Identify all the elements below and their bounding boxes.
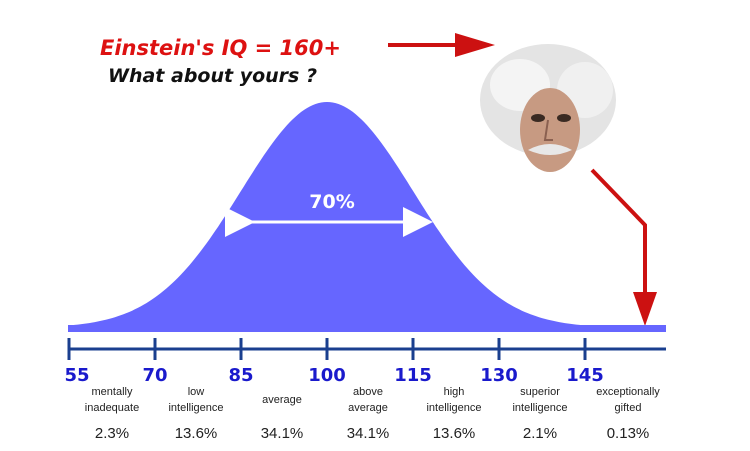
- category-label-1: high: [444, 386, 465, 398]
- x-tick-label: 115: [394, 365, 432, 386]
- x-tick-label: 70: [142, 365, 167, 386]
- category-percent: 34.1%: [347, 425, 390, 442]
- x-tick-label: 55: [64, 365, 89, 386]
- category-label-1: low: [188, 386, 205, 398]
- category-label-1: superior: [520, 386, 560, 398]
- x-tick-label: 130: [480, 365, 518, 386]
- title-arrow: [388, 33, 495, 57]
- subtitle: What about yours ?: [108, 65, 317, 87]
- category-percent: 2.3%: [95, 425, 129, 442]
- band-label: 70%: [309, 191, 354, 213]
- category-label-1: mentally: [92, 386, 133, 398]
- einstein-portrait-icon: [480, 44, 616, 172]
- category-label-2: gifted: [615, 402, 642, 414]
- marker-arrow: [590, 168, 657, 326]
- category-label-2: average: [348, 402, 388, 414]
- x-tick-label: 100: [308, 365, 346, 386]
- title: Einstein's IQ = 160+: [100, 36, 341, 60]
- category-percent: 13.6%: [175, 425, 218, 442]
- baseline-band: [68, 325, 666, 332]
- category-label-2: inadequate: [85, 402, 139, 414]
- x-tick-label: 145: [566, 365, 604, 386]
- category-percent: 2.1%: [523, 425, 557, 442]
- category-label-1: average: [262, 394, 302, 406]
- category-percent: 34.1%: [261, 425, 304, 442]
- category-label-2: intelligence: [168, 402, 223, 414]
- category-label-2: intelligence: [512, 402, 567, 414]
- category-label-1: above: [353, 386, 383, 398]
- category-percent: 0.13%: [607, 425, 650, 442]
- category-label-1: exceptionally: [596, 386, 660, 398]
- category-percent: 13.6%: [433, 425, 476, 442]
- x-tick-label: 85: [228, 365, 253, 386]
- category-label-2: intelligence: [426, 402, 481, 414]
